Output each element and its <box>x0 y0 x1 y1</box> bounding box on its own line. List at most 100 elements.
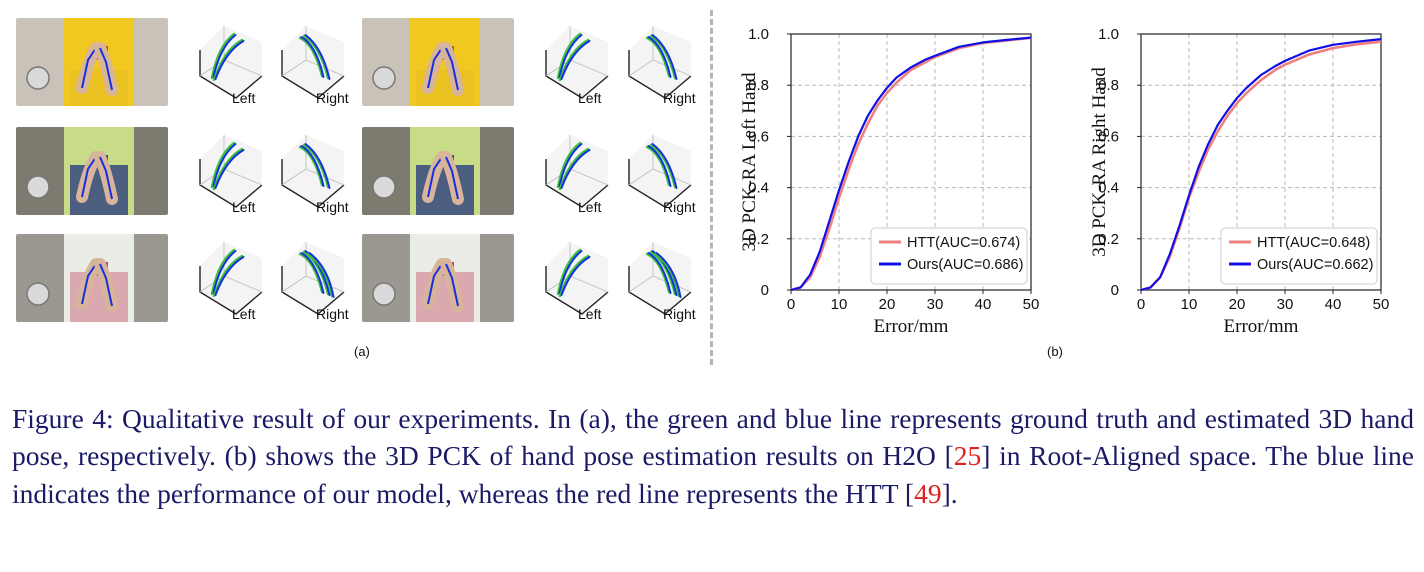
scene-photo <box>362 234 514 322</box>
x-tick-label: 50 <box>1373 296 1390 313</box>
hand-pose-overlay <box>81 47 97 89</box>
ground-truth-line <box>649 250 677 296</box>
right-hand-pck-chart: 0 10 20 30 40 50 0 0.2 0.4 0.6 0.8 1.0 Error/mm 3D PC… <box>1085 18 1424 338</box>
ground-truth-line <box>649 34 677 80</box>
pose-plot-left <box>534 236 614 320</box>
ours-series-line <box>1140 38 1382 292</box>
pose-label-right: Right <box>316 199 349 215</box>
y-tick-label: 0 <box>761 282 769 299</box>
cup <box>372 282 396 306</box>
plot-axes <box>628 159 692 208</box>
y-axis-label: 3D PCK-RA Left Hand <box>739 72 760 251</box>
ground-truth-line <box>298 36 324 78</box>
hand-pose-overlay <box>99 47 113 91</box>
pose-plot-left <box>188 236 268 320</box>
x-tick-label: 40 <box>1325 296 1342 313</box>
y-tick-label: 0.8 <box>1098 77 1119 94</box>
plot-axes <box>628 266 692 315</box>
pose-plot-left <box>534 20 614 104</box>
ground-truth-line <box>556 248 582 296</box>
ground-truth-line <box>556 141 582 189</box>
estimated-line <box>558 34 583 78</box>
cup <box>26 175 50 199</box>
ground-truth-line <box>645 252 671 294</box>
ground-truth-line <box>212 147 244 191</box>
ground-truth-line <box>645 36 671 78</box>
ground-truth-line <box>649 143 677 189</box>
panel-divider <box>710 10 713 365</box>
pose-plot-right <box>617 236 697 320</box>
y-tick-label: 1.0 <box>1098 26 1119 43</box>
ground-truth-line <box>302 34 330 80</box>
estimated-line <box>300 36 325 78</box>
ground-truth-line <box>558 254 590 298</box>
estimated-line <box>558 143 583 187</box>
y-tick-label: 0.8 <box>748 77 769 94</box>
plot-axes <box>281 50 345 99</box>
ground-truth-line <box>558 147 590 191</box>
y-axis-label: 3D PCK-RA Right Hand <box>1089 67 1110 257</box>
estimated-line <box>304 143 331 189</box>
legend-entry: Ours(AUC=0.686) <box>907 257 1023 273</box>
estimated-line <box>560 256 591 296</box>
plot-axes <box>281 159 345 208</box>
pck-chart-svg: 0 10 20 30 40 50 0 0.2 0.4 0.6 0.8 1.0 Error/mm 3D PC… <box>1089 26 1390 337</box>
cup <box>26 282 50 306</box>
hand-pose-overlay <box>445 47 459 91</box>
y-tick-label: 0.6 <box>748 128 769 145</box>
plot-axes <box>545 266 609 315</box>
ground-truth-line <box>210 141 236 189</box>
legend-entry: HTT(AUC=0.674) <box>907 235 1020 251</box>
ground-truth-line <box>298 145 324 187</box>
cup <box>26 66 50 90</box>
hand-pose-overlay <box>99 263 113 307</box>
plot-box <box>629 242 691 314</box>
ground-truth-line <box>306 252 334 298</box>
plot-box <box>282 242 344 314</box>
ground-truth-line <box>210 32 236 80</box>
x-tick-label: 20 <box>879 296 896 313</box>
y-tick-label: 0.4 <box>748 180 769 197</box>
pose-plot-right <box>617 129 697 213</box>
plot-axes <box>281 266 345 315</box>
pose-label-left: Left <box>232 306 256 322</box>
ground-truth-line <box>298 252 324 294</box>
estimated-line <box>651 143 678 189</box>
y-tick-label: 0.4 <box>1098 180 1119 197</box>
caption-reference-h2o[interactable]: 25 <box>953 440 982 471</box>
pose-label-left: Left <box>578 306 602 322</box>
caption-reference-htt[interactable]: 49 <box>914 477 942 509</box>
ours-series-line <box>790 36 1032 292</box>
ground-truth-line <box>212 38 244 82</box>
pose-label-right: Right <box>316 90 349 106</box>
estimated-line <box>212 250 237 294</box>
pose-label-right: Right <box>663 306 696 322</box>
scene-photo <box>362 18 514 106</box>
pose-plot-right <box>270 20 350 104</box>
ground-truth-line <box>210 248 236 296</box>
htt-series-line <box>790 36 1032 292</box>
scene-photo <box>16 234 168 322</box>
x-tick-label: 10 <box>831 296 848 313</box>
caption-text-2: ] in Root-Aligned space. The blue line i… <box>12 440 1414 509</box>
ground-truth-line <box>302 143 330 189</box>
ground-truth-line <box>558 38 590 82</box>
plot-axes <box>199 266 263 315</box>
estimated-line <box>212 143 237 187</box>
hand-pose-overlay <box>427 47 443 89</box>
pose-label-right: Right <box>663 90 696 106</box>
ground-truth-line <box>212 254 244 298</box>
estimated-line <box>647 36 672 78</box>
pose-label-left: Left <box>232 199 256 215</box>
estimated-line <box>558 250 583 294</box>
figure-4: Left Right Left Right Left Right Left Right Left… <box>16 10 1424 365</box>
pose-label-left: Left <box>578 199 602 215</box>
legend-box <box>1220 227 1378 285</box>
legend-entry: Ours(AUC=0.662) <box>1257 257 1373 273</box>
plot-frame <box>1140 33 1382 291</box>
scene-photo <box>362 127 514 215</box>
scene-photo <box>16 18 168 106</box>
pose-label-left: Left <box>578 90 602 106</box>
x-tick-label: 30 <box>1277 296 1294 313</box>
caption-text-3: ]. <box>941 477 958 509</box>
